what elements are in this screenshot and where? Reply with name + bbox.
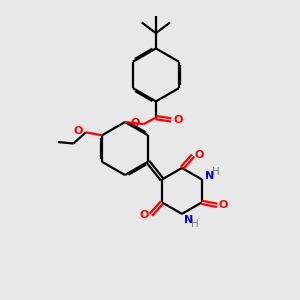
Text: O: O — [195, 150, 204, 160]
Text: O: O — [174, 115, 183, 125]
Text: O: O — [130, 118, 140, 128]
Text: N: N — [184, 215, 193, 225]
Text: O: O — [219, 200, 228, 210]
Text: N: N — [205, 171, 214, 181]
Text: H: H — [212, 167, 220, 177]
Text: O: O — [140, 210, 149, 220]
Text: H: H — [191, 219, 199, 229]
Text: O: O — [74, 126, 83, 136]
